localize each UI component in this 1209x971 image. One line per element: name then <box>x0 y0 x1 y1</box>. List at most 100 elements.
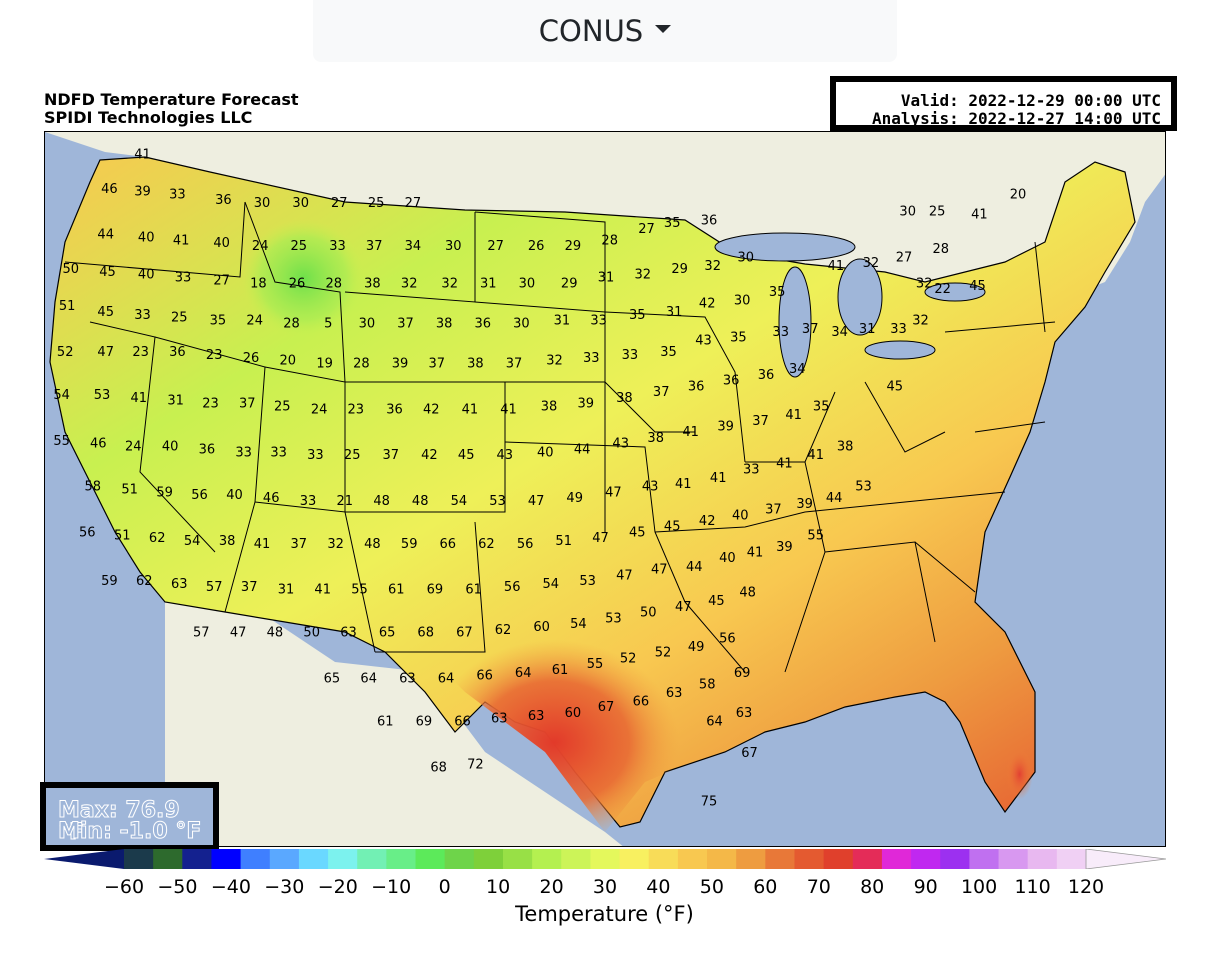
temperature-value-label: 41 <box>807 448 824 463</box>
temperature-value-label: 24 <box>246 314 263 329</box>
temperature-value-label: 41 <box>462 402 479 417</box>
temperature-value-label: 33 <box>622 348 639 363</box>
temperature-value-label: 33 <box>235 445 252 460</box>
temperature-value-label: 38 <box>616 391 633 406</box>
colorbar-segment <box>211 849 242 869</box>
temperature-value-label: 57 <box>206 580 223 595</box>
colorbar-segment <box>357 849 387 869</box>
max-min-box: Max: 76.9 °F Min: -1.0 °F <box>40 782 219 851</box>
temperature-value-label: 40 <box>537 445 554 460</box>
temperature-value-label: 52 <box>655 646 672 661</box>
colorbar-tick-label: 50 <box>699 876 724 898</box>
colorbar-segment <box>473 849 504 869</box>
temperature-value-label: 41 <box>254 537 271 552</box>
temperature-value-label: 45 <box>664 520 681 535</box>
colorbar-segment <box>590 849 621 869</box>
colorbar-segment <box>328 849 358 869</box>
min-value: Min: -1.0 °F <box>57 819 202 844</box>
temperature-value-label: 51 <box>121 483 138 498</box>
temperature-value-label: 41 <box>785 408 802 423</box>
temperature-value-label: 32 <box>912 314 929 329</box>
mexico-land <box>165 602 623 846</box>
colorbar-segment <box>765 849 796 869</box>
temperature-value-label: 63 <box>528 709 545 724</box>
map-canvas: 41 46 39 33 36 30 30 27 25 27 44 40 41 40 24 25 33 37 34 30… <box>45 132 1165 846</box>
temperature-value-label: 37 <box>765 503 782 518</box>
temperature-value-label: 64 <box>515 666 532 681</box>
temperature-value-label: 39 <box>392 357 409 372</box>
temperature-value-label: 33 <box>270 445 287 460</box>
temperature-value-label: 39 <box>776 540 793 555</box>
temperature-value-label: 25 <box>368 196 385 211</box>
temperature-value-label: 35 <box>769 285 786 300</box>
temperature-value-label: 52 <box>620 652 637 667</box>
colorbar-segment <box>298 849 329 869</box>
temperature-value-label: 38 <box>467 357 484 372</box>
temperature-value-label: 31 <box>666 305 683 320</box>
region-dropdown[interactable]: CONUS <box>313 0 897 62</box>
temperature-value-label: 30 <box>899 205 916 220</box>
temperature-value-label: 43 <box>612 437 629 452</box>
temperature-value-label: 20 <box>280 354 297 369</box>
temperature-value-label: 36 <box>386 402 403 417</box>
temperature-value-label: 30 <box>734 294 751 309</box>
temperature-value-label: 5 <box>324 316 332 331</box>
temperature-value-label: 43 <box>642 480 659 495</box>
temperature-value-label: 56 <box>504 580 521 595</box>
map-title-line1: NDFD Temperature Forecast <box>44 90 299 109</box>
temperature-value-label: 25 <box>274 399 291 414</box>
map-title-line2: SPIDI Technologies LLC <box>44 108 253 127</box>
colorbar-segment <box>619 849 650 869</box>
temperature-value-label: 35 <box>629 308 646 323</box>
lake-superior <box>714 232 856 262</box>
lake-michigan <box>778 266 812 378</box>
lake-huron <box>837 258 883 336</box>
temperature-value-label: 60 <box>565 706 582 721</box>
temperature-value-label: 33 <box>590 314 607 329</box>
temperature-value-label: 43 <box>695 334 712 349</box>
temperature-value-label: 67 <box>598 700 615 715</box>
colorbar-tick-label: 0 <box>438 876 451 898</box>
temperature-value-label: 25 <box>171 311 188 326</box>
colorbar-segment <box>998 849 1029 869</box>
colorbar-segment <box>269 849 300 869</box>
temperature-value-label: 45 <box>97 305 114 320</box>
temperature-value-label: 32 <box>401 276 418 291</box>
temperature-value-label: 75 <box>701 795 718 810</box>
temperature-value-label: 36 <box>215 193 232 208</box>
temperature-value-label: 57 <box>193 626 210 641</box>
temperature-value-label: 33 <box>772 325 789 340</box>
temperature-value-label: 64 <box>438 672 455 687</box>
temperature-value-label: 54 <box>53 388 70 403</box>
temperature-value-label: 30 <box>513 316 530 331</box>
lake-ontario <box>924 282 986 302</box>
temperature-value-label: 42 <box>423 402 440 417</box>
temperature-value-label: 29 <box>565 239 582 254</box>
temperature-value-label: 38 <box>541 399 558 414</box>
temperature-value-label: 41 <box>314 583 331 598</box>
colorbar-tick-label: −60 <box>103 876 145 898</box>
temperature-value-label: 69 <box>416 715 433 730</box>
colorbar-segment <box>677 849 708 869</box>
temperature-value-label: 23 <box>206 348 223 363</box>
temperature-value-label: 45 <box>887 379 904 394</box>
temperature-value-label: 39 <box>134 185 151 200</box>
temperature-value-label: 45 <box>99 265 116 280</box>
colorbar-tick-label: 30 <box>592 876 618 898</box>
temperature-value-label: 40 <box>138 268 155 283</box>
temperature-value-label: 51 <box>114 528 131 543</box>
temperature-value-label: 67 <box>741 746 758 761</box>
temperature-value-label: 37 <box>366 239 383 254</box>
temperature-value-label: 63 <box>491 712 508 727</box>
caret-down-icon <box>655 25 672 33</box>
temperature-value-label: 45 <box>629 526 646 541</box>
temperature-value-label: 21 <box>337 494 354 509</box>
temperature-value-label: 25 <box>291 239 308 254</box>
temperature-value-label: 63 <box>340 626 357 641</box>
temperature-value-label: 39 <box>796 497 813 512</box>
temperature-value-label: 51 <box>59 299 76 314</box>
temperature-value-label: 31 <box>167 394 184 409</box>
temperature-value-label: 40 <box>226 488 243 503</box>
temperature-value-label: 63 <box>666 686 683 701</box>
temperature-value-label: 24 <box>125 440 142 455</box>
